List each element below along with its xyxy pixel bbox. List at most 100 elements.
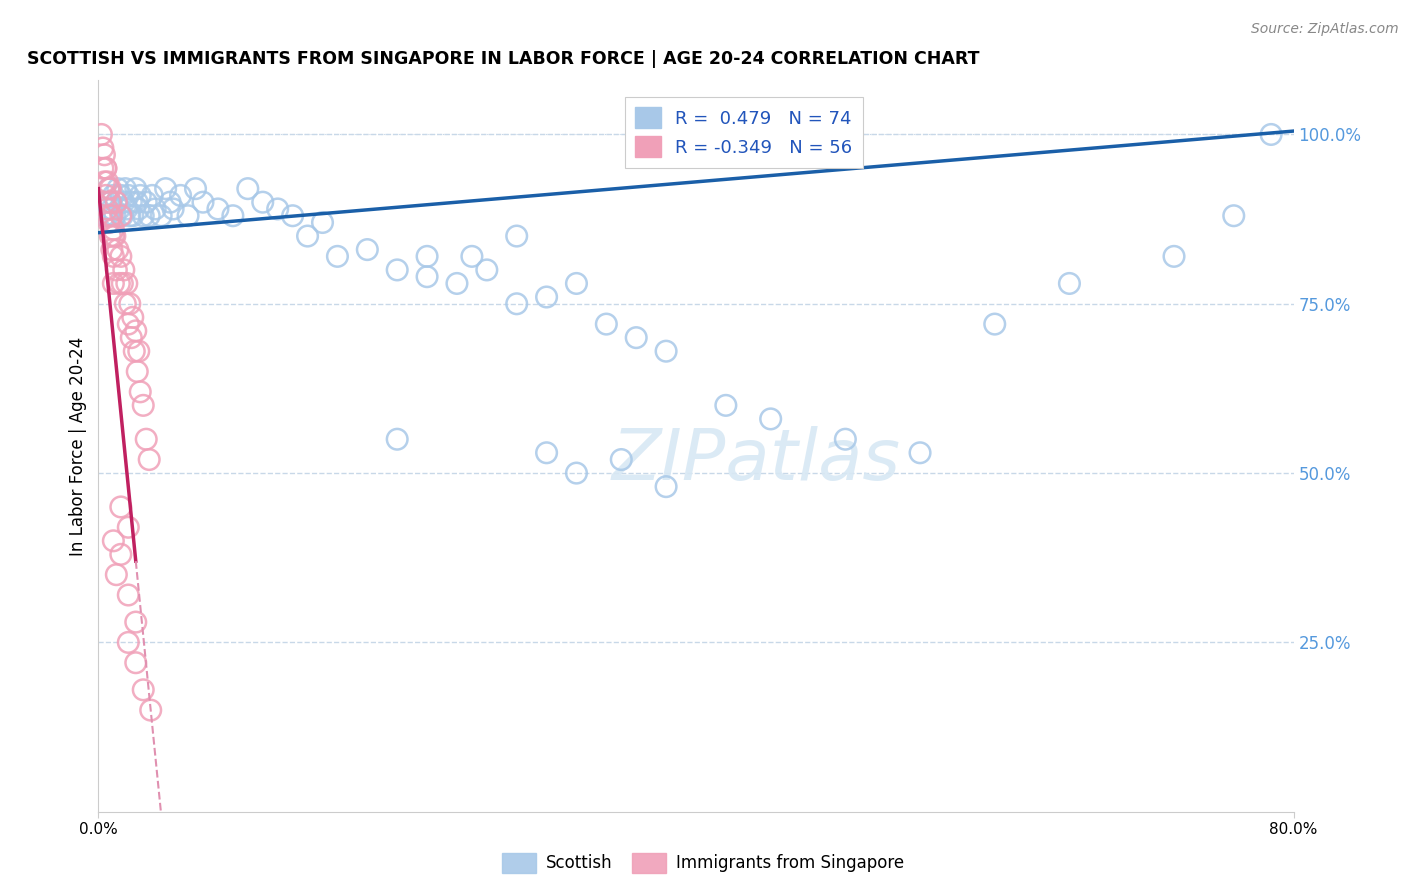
- Point: [111, 277, 134, 291]
- Point: [118, 209, 141, 223]
- Point: [1163, 249, 1185, 263]
- Point: [155, 181, 177, 195]
- Point: [93, 148, 115, 162]
- Point: [759, 412, 782, 426]
- Point: [207, 202, 229, 216]
- Point: [128, 202, 150, 216]
- Point: [132, 209, 155, 223]
- Point: [117, 188, 139, 202]
- Point: [117, 635, 139, 649]
- Legend: R =  0.479   N = 74, R = -0.349   N = 56: R = 0.479 N = 74, R = -0.349 N = 56: [624, 96, 863, 168]
- Point: [101, 202, 124, 216]
- Point: [112, 263, 135, 277]
- Point: [108, 202, 131, 216]
- Point: [595, 317, 617, 331]
- Point: [107, 243, 129, 257]
- Point: [103, 222, 125, 236]
- Point: [475, 263, 498, 277]
- Point: [536, 290, 558, 304]
- Point: [101, 243, 124, 257]
- Point: [267, 202, 290, 216]
- Point: [110, 249, 132, 263]
- Point: [96, 202, 118, 216]
- Point: [908, 446, 931, 460]
- Point: [114, 297, 136, 311]
- Point: [91, 141, 114, 155]
- Point: [93, 209, 115, 223]
- Point: [94, 161, 117, 176]
- Point: [141, 188, 163, 202]
- Point: [117, 317, 139, 331]
- Point: [162, 202, 184, 216]
- Point: [177, 209, 200, 223]
- Point: [132, 682, 155, 697]
- Point: [118, 297, 141, 311]
- Point: [610, 452, 633, 467]
- Point: [117, 588, 139, 602]
- Point: [100, 229, 122, 244]
- Point: [127, 364, 149, 378]
- Point: [1260, 128, 1282, 142]
- Point: [110, 500, 132, 514]
- Point: [101, 209, 124, 223]
- Point: [655, 344, 678, 359]
- Point: [984, 317, 1007, 331]
- Point: [104, 209, 127, 223]
- Point: [159, 195, 181, 210]
- Legend: Scottish, Immigrants from Singapore: Scottish, Immigrants from Singapore: [496, 847, 910, 880]
- Point: [110, 209, 132, 223]
- Point: [128, 344, 150, 359]
- Point: [105, 263, 128, 277]
- Point: [120, 195, 142, 210]
- Point: [97, 215, 120, 229]
- Text: SCOTTISH VS IMMIGRANTS FROM SINGAPORE IN LABOR FORCE | AGE 20-24 CORRELATION CHA: SCOTTISH VS IMMIGRANTS FROM SINGAPORE IN…: [27, 50, 979, 68]
- Point: [125, 324, 148, 338]
- Point: [100, 195, 122, 210]
- Point: [121, 209, 143, 223]
- Point: [93, 175, 115, 189]
- Point: [115, 277, 138, 291]
- Point: [714, 398, 737, 412]
- Point: [105, 567, 128, 582]
- Point: [124, 344, 146, 359]
- Point: [103, 229, 125, 244]
- Point: [90, 128, 112, 142]
- Point: [96, 175, 118, 189]
- Point: [132, 398, 155, 412]
- Point: [184, 181, 207, 195]
- Point: [105, 195, 128, 210]
- Point: [461, 249, 484, 263]
- Point: [169, 188, 191, 202]
- Point: [297, 229, 319, 244]
- Point: [104, 229, 127, 244]
- Point: [96, 209, 118, 223]
- Point: [135, 432, 157, 446]
- Point: [416, 269, 439, 284]
- Point: [103, 249, 125, 263]
- Point: [506, 229, 529, 244]
- Point: [1059, 277, 1081, 291]
- Point: [222, 209, 245, 223]
- Point: [103, 277, 125, 291]
- Point: [565, 277, 588, 291]
- Point: [655, 480, 678, 494]
- Point: [115, 202, 138, 216]
- Point: [135, 195, 157, 210]
- Text: ZIPatlas: ZIPatlas: [612, 426, 900, 495]
- Point: [281, 209, 304, 223]
- Point: [125, 181, 148, 195]
- Point: [150, 209, 173, 223]
- Point: [94, 195, 117, 210]
- Point: [125, 656, 148, 670]
- Point: [311, 215, 333, 229]
- Point: [94, 188, 117, 202]
- Point: [108, 277, 131, 291]
- Point: [565, 466, 588, 480]
- Point: [100, 195, 122, 210]
- Point: [103, 533, 125, 548]
- Point: [97, 181, 120, 195]
- Point: [127, 195, 149, 210]
- Point: [385, 432, 409, 446]
- Point: [100, 209, 122, 223]
- Point: [129, 188, 152, 202]
